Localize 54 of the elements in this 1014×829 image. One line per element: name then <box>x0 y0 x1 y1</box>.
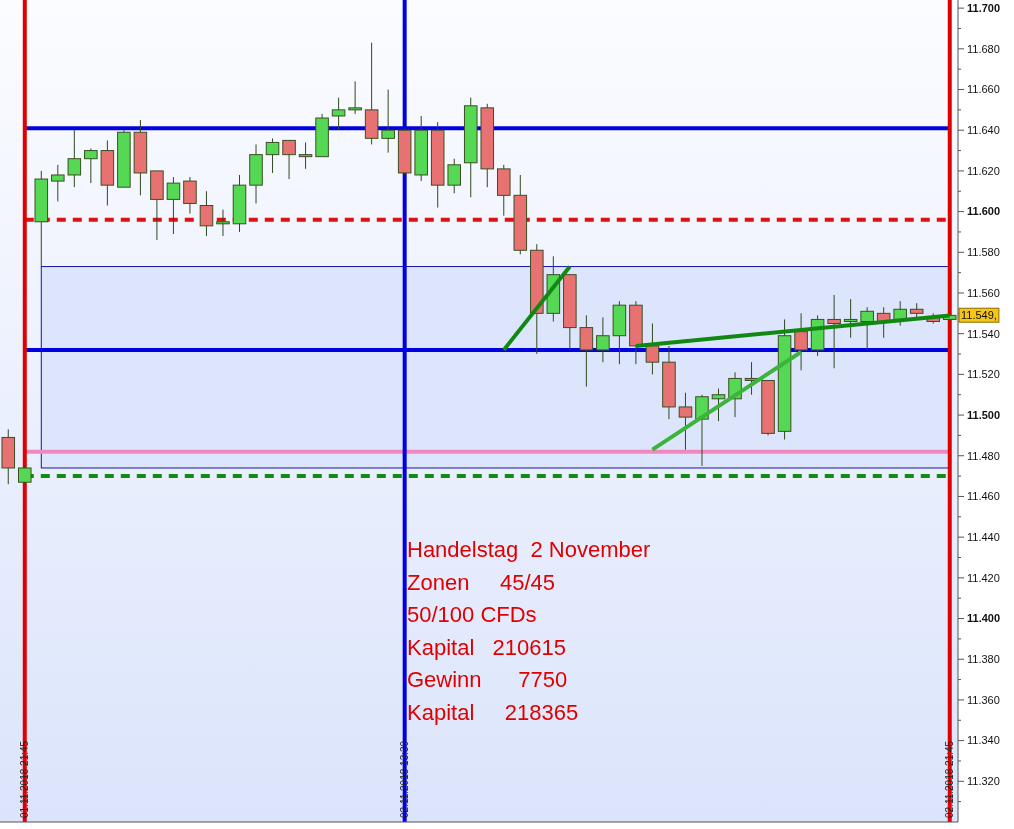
candlestick <box>18 465 32 485</box>
y-tick-label: 11.500 <box>967 408 1001 421</box>
y-tick-label: 11.600 <box>967 205 1001 218</box>
annotation: 11.549, <box>961 309 997 322</box>
candlestick <box>579 314 594 388</box>
candlestick <box>794 312 808 371</box>
candlestick <box>348 80 362 115</box>
candlestick <box>67 129 82 188</box>
annotation: Handelstag 2 November <box>407 537 651 562</box>
x-tick-label: 01.11.2018 21:45 <box>19 740 31 818</box>
candlestick <box>183 176 197 215</box>
y-tick-label: 11.660 <box>967 83 1000 96</box>
candlestick <box>216 209 230 237</box>
y-tick-label: 11.580 <box>967 246 1000 259</box>
annotation: Kapital 210615 <box>407 634 567 660</box>
candlestick <box>596 316 610 363</box>
y-tick-label: 11.360 <box>967 693 1000 706</box>
y-tick-label: 11.480 <box>967 449 1000 462</box>
candlestick <box>199 190 214 237</box>
candlestick <box>381 89 395 154</box>
annotation: Gewinn 7750 <box>407 667 568 692</box>
candlestick <box>166 176 181 235</box>
y-tick-label: 11.640 <box>967 124 1000 137</box>
annotation: Kapital 218365 <box>407 699 579 725</box>
candlestick <box>265 137 280 174</box>
candlestick <box>827 294 841 369</box>
y-tick-label: 11.680 <box>967 42 1000 55</box>
candlestick <box>645 323 660 375</box>
y-tick-label: 11.440 <box>967 531 1000 543</box>
y-tick-label: 11.560 <box>967 286 1000 299</box>
y-tick-label: 11.540 <box>967 327 1000 340</box>
candlestick <box>298 141 313 170</box>
candlestick <box>51 164 65 202</box>
annotation: Zonen 45/45 <box>407 569 555 595</box>
x-tick-label: 02.11.2018 21:45 <box>944 740 956 818</box>
y-tick-label: 11.320 <box>967 775 1000 788</box>
candlestick <box>331 97 346 131</box>
x-tick-label: 02.11.2018 13:30 <box>399 740 411 818</box>
candlestick <box>711 388 726 422</box>
y-tick-label: 11.400 <box>967 612 1001 625</box>
y-tick-label: 11.460 <box>967 490 1000 503</box>
y-tick-label: 11.340 <box>967 734 1000 747</box>
y-tick-label: 11.420 <box>967 571 1000 584</box>
candlestick <box>282 139 296 180</box>
candlestick <box>84 148 98 184</box>
y-tick-label: 11.700 <box>967 1 1001 14</box>
y-tick-label: 11.520 <box>967 368 1000 381</box>
candlestick <box>860 306 874 351</box>
annotation: 50/100 CFDs <box>407 602 537 627</box>
candlestick <box>447 158 461 194</box>
y-tick-label: 11.380 <box>967 653 1000 666</box>
candlestick <box>843 298 858 339</box>
candlestick <box>678 392 693 451</box>
y-tick-label: 11.620 <box>967 164 1000 177</box>
